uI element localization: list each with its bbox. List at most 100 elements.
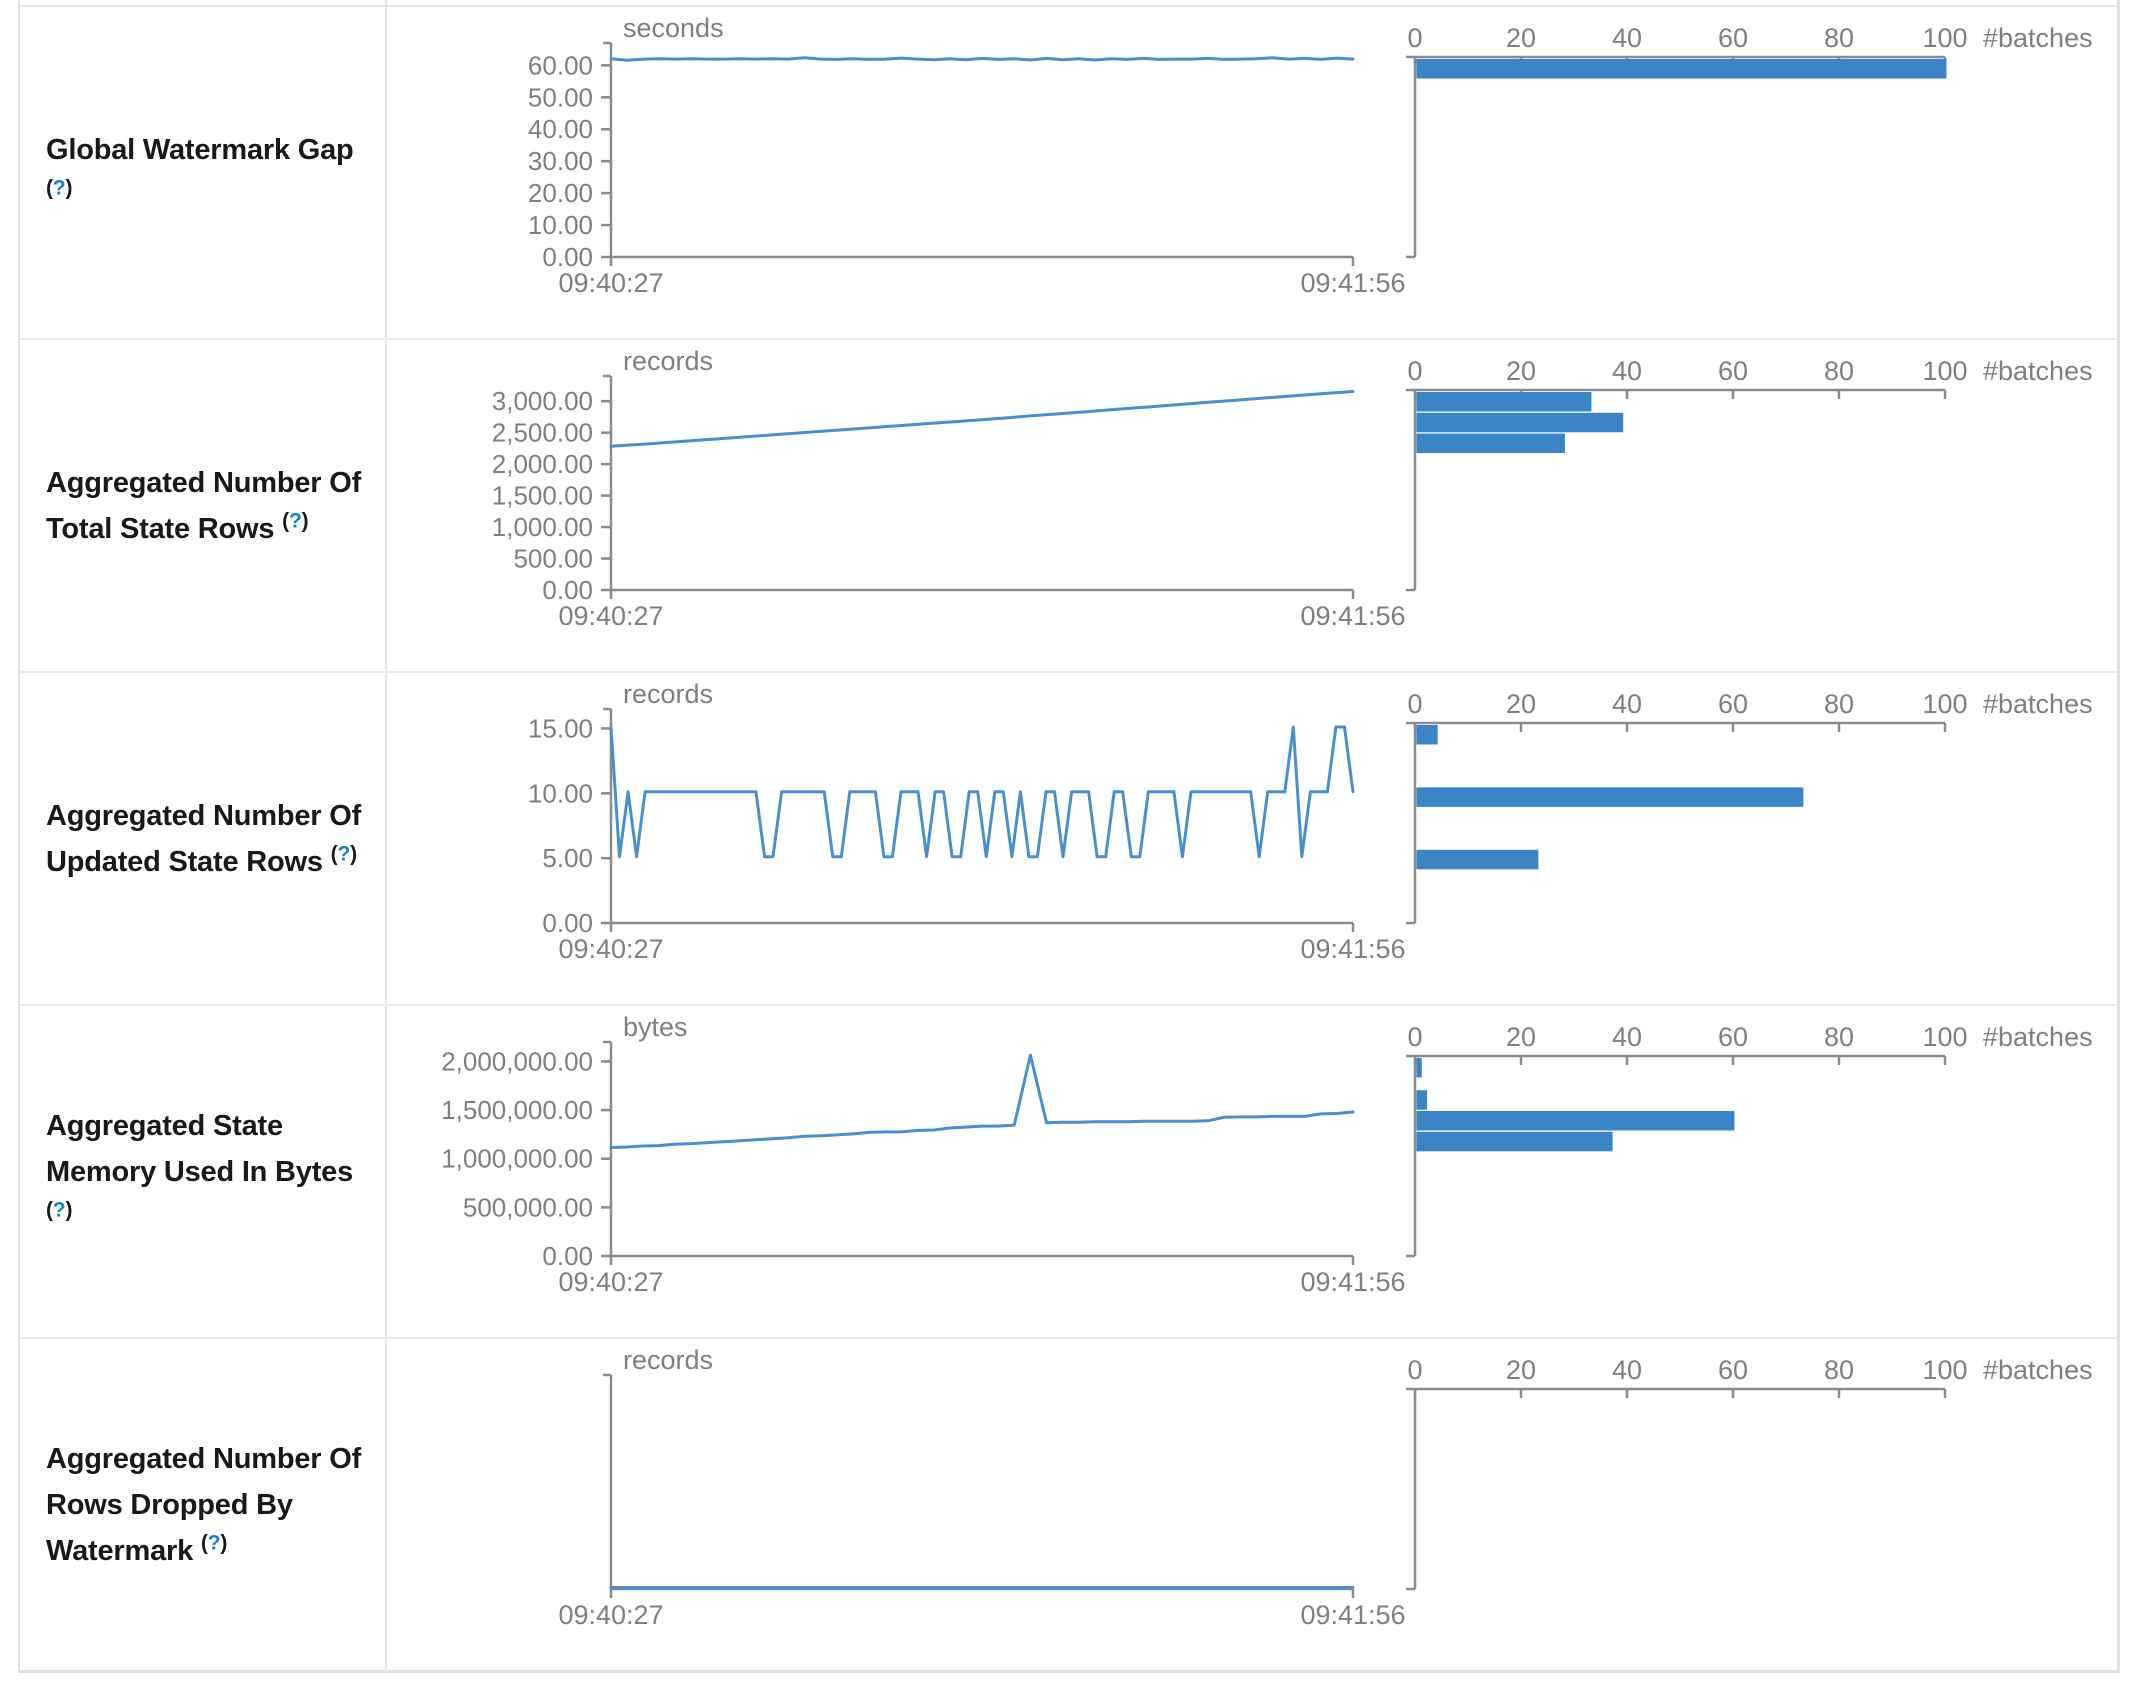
help-link[interactable]: ? — [337, 841, 351, 865]
help-marker: (?) — [200, 1530, 228, 1554]
hist-tick-label: 80 — [1824, 689, 1854, 719]
hist-tick-label: 80 — [1824, 23, 1854, 53]
metric-label: Global Watermark Gap (?) — [46, 127, 385, 219]
hist-tick-label: 100 — [1922, 356, 1967, 386]
hist-tick-label: 20 — [1506, 1355, 1536, 1385]
help-marker: (?) — [46, 175, 73, 199]
y-tick-label: 50.00 — [528, 82, 593, 112]
unit-label: records — [623, 346, 713, 376]
x-axis-label-end: 09:41:56 — [1300, 1267, 1405, 1297]
hist-tick-label: 60 — [1718, 1022, 1748, 1052]
x-axis-label-end: 09:41:56 — [1300, 601, 1405, 631]
metric-label: Aggregated Number Of Rows Dropped By Wat… — [46, 1436, 385, 1574]
hist-tick-label: 40 — [1612, 1022, 1642, 1052]
y-tick-label: 1,500,000.00 — [441, 1095, 593, 1125]
hist-tick-label: 60 — [1718, 1355, 1748, 1385]
hist-tick-label: 20 — [1506, 1022, 1536, 1052]
y-tick-label: 1,000.00 — [492, 512, 593, 542]
hist-tick-label: 80 — [1824, 356, 1854, 386]
help-link[interactable]: ? — [207, 1530, 221, 1554]
hist-tick-label: 0 — [1407, 689, 1422, 719]
batches-axis-label: #batches — [1983, 1022, 2093, 1052]
y-tick-label: 40.00 — [528, 114, 593, 144]
unit-label: seconds — [623, 13, 724, 43]
histogram-bar — [1416, 392, 1592, 412]
y-tick-label: 60.00 — [528, 50, 593, 80]
y-tick-label: 2,000,000.00 — [441, 1046, 593, 1076]
metric-row: Aggregated State Memory Used In Bytes (?… — [20, 1006, 2117, 1339]
help-link[interactable]: ? — [288, 508, 302, 532]
hist-tick-label: 0 — [1407, 1022, 1422, 1052]
hist-tick-label: 60 — [1718, 689, 1748, 719]
unit-label: bytes — [623, 1012, 688, 1042]
hist-tick-label: 0 — [1407, 1355, 1422, 1385]
hist-tick-label: 0 — [1407, 23, 1422, 53]
timeline-chart: seconds 60.0050.0040.0030.0020.0010.000.0… — [528, 13, 1406, 298]
hist-tick-label: 100 — [1922, 1022, 1967, 1052]
y-tick-label: 0.00 — [542, 575, 593, 605]
row-charts-svg: records 09:40:27 09:41:56 0 20 40 60 80 100 #batc… — [558, 1345, 2093, 1630]
help-marker: (?) — [282, 508, 309, 532]
hist-tick-label: 60 — [1718, 23, 1748, 53]
x-axis-label-start: 09:40:27 — [558, 268, 663, 298]
hist-tick-label: 80 — [1824, 1355, 1854, 1385]
histogram-chart: 0 20 40 60 80 100 #batches — [1406, 1355, 2093, 1591]
help-link[interactable]: ? — [52, 1197, 66, 1221]
metric-title: Aggregated Number Of Rows Dropped By Wat… — [46, 1442, 362, 1567]
row-charts-svg: seconds 60.0050.0040.0030.0020.0010.000.0… — [528, 13, 2093, 298]
hist-tick-label: 100 — [1922, 1355, 1967, 1385]
histogram-bar — [1416, 1131, 1613, 1152]
y-tick-label: 0.00 — [542, 908, 593, 938]
metric-label: Aggregated Number Of Total State Rows (?… — [46, 460, 385, 552]
metric-label-cell: Aggregated Number Of Updated State Rows … — [20, 673, 387, 1004]
x-axis-label-end: 09:41:56 — [1300, 268, 1405, 298]
histogram-bar — [1416, 433, 1565, 454]
timeline-line — [609, 725, 1355, 859]
metric-row: Global Watermark Gap (?) seconds 60.00 50.… — [20, 7, 2117, 340]
metric-label-cell: Aggregated Number Of Rows Dropped By Wat… — [20, 1339, 387, 1670]
chart-cell: bytes 2,000,000.00 1,500,000.00 1,000,000.0… — [387, 1006, 2117, 1337]
timeline-chart: bytes 2,000,000.00 1,500,000.00 1,000,000.0… — [441, 1012, 1405, 1297]
y-tick-label: 3,000.00 — [492, 386, 593, 416]
histogram-chart: 0 20 40 60 80 100 #batches — [1406, 1022, 2093, 1258]
y-tick-label: 2,000.00 — [492, 449, 593, 479]
timeline-line — [609, 56, 1355, 62]
metric-label: Aggregated State Memory Used In Bytes (?… — [46, 1103, 385, 1241]
x-axis-label-end: 09:41:56 — [1300, 934, 1405, 964]
histogram-bar — [1416, 1058, 1422, 1078]
y-tick-label: 500.00 — [513, 544, 593, 574]
x-axis-label-start: 09:40:27 — [558, 601, 663, 631]
batches-axis-label: #batches — [1983, 356, 2093, 386]
metric-title: Aggregated Number Of Total State Rows — [46, 466, 362, 545]
help-link[interactable]: ? — [52, 175, 66, 199]
metric-row: Aggregated Number Of Total State Rows (?… — [20, 340, 2117, 673]
help-marker: (?) — [46, 1197, 73, 1221]
x-axis-label-end: 09:41:56 — [1300, 1600, 1405, 1630]
streaming-metrics-table: Global Watermark Gap (?) seconds 60.00 50.… — [18, 0, 2120, 1673]
hist-tick-label: 40 — [1612, 689, 1642, 719]
hist-tick-label: 80 — [1824, 1022, 1854, 1052]
y-tick-label: 2,500.00 — [492, 418, 593, 448]
row-charts-svg: records3,000.002,500.002,000.001,500.001… — [492, 346, 2093, 631]
metric-row: Aggregated Number Of Rows Dropped By Wat… — [20, 1339, 2117, 1670]
histogram-chart: 0 20 40 60 80 100 #batches — [1406, 689, 2093, 925]
histogram-bar — [1416, 1090, 1428, 1110]
metric-label-cell: Aggregated Number Of Total State Rows (?… — [20, 340, 387, 671]
y-tick-label: 30.00 — [528, 146, 593, 176]
previous-row-sliver — [20, 0, 2117, 7]
histogram-bar — [1416, 787, 1804, 807]
batches-axis-label: #batches — [1983, 1355, 2093, 1385]
y-tick-label: 10.00 — [528, 778, 593, 808]
y-tick-label: 20.00 — [528, 178, 593, 208]
metric-title: Global Watermark Gap — [46, 133, 354, 166]
x-axis-label-start: 09:40:27 — [558, 1267, 663, 1297]
chart-cell: records 3,000.00 2,500.00 2,000.00 1,500.00 1… — [387, 340, 2117, 671]
help-marker: (?) — [330, 841, 357, 865]
histogram-bar — [1416, 849, 1539, 870]
y-tick-label: 10.00 — [528, 210, 593, 240]
metric-label-cell: Aggregated State Memory Used In Bytes (?… — [20, 1006, 387, 1337]
chart-cell: seconds 60.00 50.00 40.00 30.00 20.00 10.00 0.0… — [387, 7, 2117, 338]
unit-label: records — [623, 1345, 713, 1375]
